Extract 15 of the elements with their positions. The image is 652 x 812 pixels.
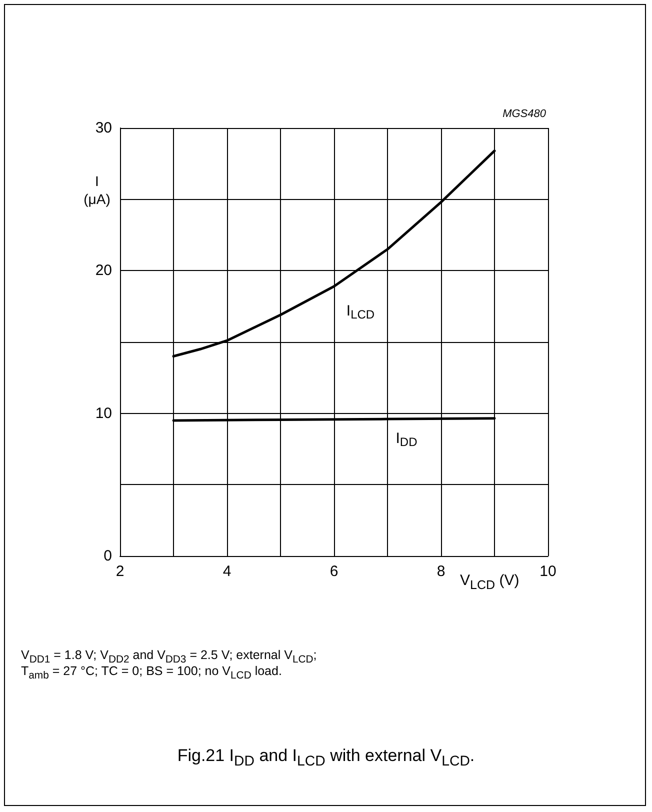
x-tick-label: 6 [330,563,338,580]
y-axis-title: I (μA) [82,172,112,208]
text: V$_{DD1}$ = 1.8 V; V$_{DD2}$ and V$_{DD3}$ = 2.5 V; external V$_{LCD}$; [21,648,317,666]
y-tick-label: 30 [95,120,112,136]
x-axis-title: V$_{LCD}$ (V) [460,572,520,592]
text: T$_{amb}$ = 27 °C; TC = 0; BS = 100; no V$_{LCD}$ load. [21,664,282,682]
y-tick-label: 0 [104,548,112,564]
x-tick-label: 10 [540,563,556,580]
x-tick-label: 4 [222,563,232,580]
text: MGS480 [502,108,546,120]
y-tick-label: 10 [95,404,112,422]
x-tick-label: 2 [116,563,124,580]
x-tick-label: 8 [436,563,446,580]
y-tick-label: 20 [95,262,112,280]
text: Fig.21 I$_{DD}$ and I$_{LCD}$ with external V$_{LCD}$. [176,746,476,770]
